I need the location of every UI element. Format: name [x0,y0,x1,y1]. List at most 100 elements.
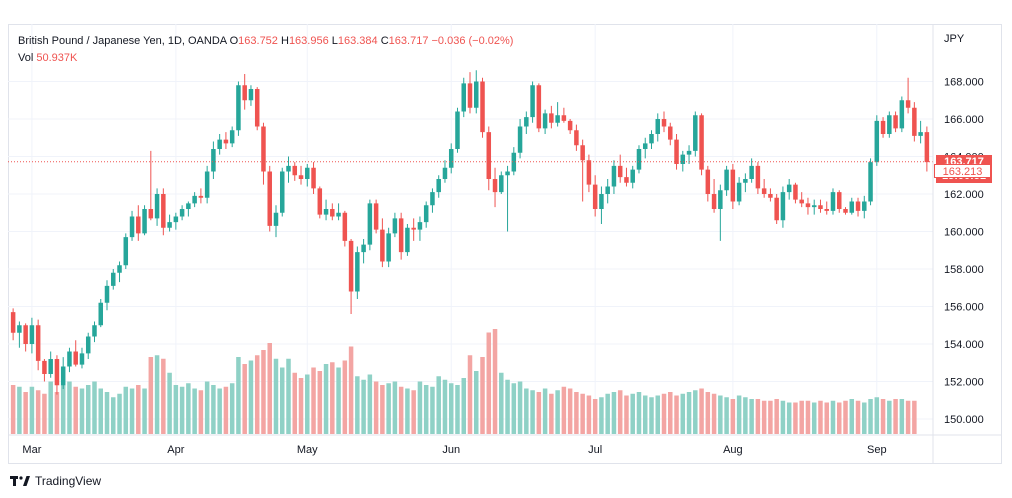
volume-bar [267,343,272,434]
volume-bar [849,399,855,434]
price-axis[interactable]: 150.000 152.000 154.000 156.000 158.000 160.0… [944,77,984,427]
candle-body [680,154,686,164]
candle-body [536,85,542,129]
volume-bar [142,388,147,434]
candle-body [668,126,673,140]
volume-bar [905,400,911,434]
volume-bar [611,392,617,434]
candle-body [486,132,492,179]
volume-bar [499,372,504,434]
volume-bar [686,392,692,434]
candle-body [317,188,323,215]
open-value: 163.752 [238,35,278,47]
tradingview-logo-icon[interactable] [10,475,30,487]
volume-bar [10,385,16,434]
candle-body [693,115,698,151]
candle-body [461,83,466,112]
candle-body [229,130,235,144]
candle-body [236,85,241,131]
candle-body [342,212,348,241]
candlestick-chart[interactable]: 150.000 152.000 154.000 156.000 158.000 160.0… [0,0,1012,470]
volume-bar [417,381,423,434]
candle-body [611,165,617,187]
time-axis[interactable]: Mar Apr May Jun Jul Aug Sep [22,444,886,456]
candle-body [743,179,748,183]
volume-bar [48,381,53,434]
candle-body [580,145,585,161]
brand-name[interactable]: TradingView [35,474,102,488]
volume-bar [136,385,141,434]
volume-bar [430,386,435,434]
candle-body [599,194,604,209]
x-tick-label: Sep [867,444,887,456]
volume-bar [423,385,429,434]
volume-bar [599,397,604,434]
candle-body [217,139,222,149]
candle-body [254,89,260,127]
volume-bar [824,402,829,434]
volume-bar [624,395,629,434]
volume-bar [805,400,811,434]
candle-body [23,325,28,344]
volume-bar [674,395,679,434]
volume-bar [480,357,485,434]
candle-body [167,222,172,228]
prev-close-badge: 163.213 [934,164,991,179]
volume-bar [693,390,698,434]
candle-body [204,171,210,198]
volume-bar [567,388,573,434]
volume-bar [836,402,842,434]
candle-body [355,252,360,292]
candle-body [298,175,304,179]
volume-bar [749,399,754,434]
candle-body [786,184,792,193]
candle-body [805,203,811,208]
volume-bar [724,397,729,434]
volume-bar [661,393,667,434]
candle-body [67,351,72,367]
candle-body [98,302,104,326]
candle-body [129,216,135,238]
candle-body [148,209,154,219]
candle-body [60,366,66,386]
volume-bar [755,399,761,434]
candle-body [661,119,667,127]
candle-body [524,117,529,127]
volume-bar [448,383,454,434]
volume-bar [780,400,786,434]
candle-body [442,167,448,179]
volume-bar [517,381,523,434]
symbol-name[interactable]: British Pound / Japanese Yen, 1D, OANDA [18,35,227,47]
candle-body [417,222,423,230]
close-value: 163.717 [388,35,429,47]
volume-bar [818,400,823,434]
currency-label[interactable]: JPY [944,33,965,45]
volume-bar [242,364,247,434]
candle-body [42,360,47,374]
y-tick-label: 150.000 [944,414,984,426]
volume-bar [899,399,905,434]
candle-body [780,192,786,221]
volume-bar [455,385,460,434]
candle-body [549,113,554,123]
vol-label[interactable]: Vol [18,52,34,64]
candle-body [480,81,485,133]
volume-bar [799,400,804,434]
candle-body [179,209,185,217]
candle-body [605,186,610,194]
candle-body [567,120,573,131]
volume-bar [67,381,72,434]
volume-bar [111,397,116,434]
volume-bar [893,399,898,434]
candle-body [111,272,116,286]
candles [10,70,930,395]
volume-bar [35,390,41,434]
candle-body [405,227,410,253]
candle-body [530,85,535,118]
candle-body [292,165,298,176]
candle-body [761,188,767,194]
volume-bar [630,393,635,434]
candle-body [849,201,855,213]
candle-body [918,132,923,136]
volume-bar [104,392,110,434]
